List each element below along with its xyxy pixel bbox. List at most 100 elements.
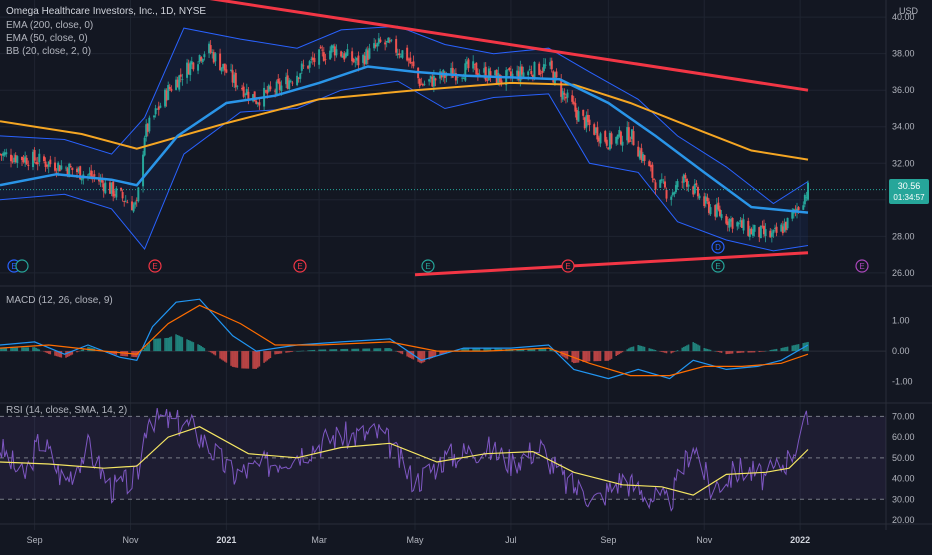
candle-up — [671, 192, 674, 196]
macd-histogram-bar — [670, 351, 673, 354]
dividend-marker[interactable]: D — [711, 240, 725, 254]
candle-down — [574, 103, 577, 112]
time-tick-label: 2022 — [790, 535, 810, 545]
macd-histogram-bar — [297, 351, 300, 352]
candle-down — [388, 40, 391, 42]
macd-histogram-bar — [484, 348, 487, 352]
earnings-marker[interactable]: E — [421, 259, 435, 273]
macd-histogram-bar — [346, 348, 349, 352]
indicator-ema50-label[interactable]: EMA (50, close, 0) — [6, 33, 88, 44]
marker-label: E — [565, 262, 570, 271]
candle-down — [255, 101, 258, 104]
upper-resistance-trendline[interactable] — [180, 0, 809, 92]
macd-label[interactable]: MACD (12, 26, close, 9) — [6, 295, 113, 306]
candle-up — [190, 61, 193, 65]
last-price-value: 30.56 — [898, 181, 921, 191]
earnings-marker[interactable]: E — [855, 259, 869, 273]
rsi-tick-label: 70.00 — [892, 411, 915, 421]
candle-down — [583, 117, 586, 129]
candle-up — [704, 196, 707, 204]
macd-histogram-bar — [445, 351, 448, 354]
macd-histogram-bar — [632, 346, 635, 352]
macd-histogram-bar — [368, 348, 371, 352]
candle-down — [319, 46, 322, 49]
macd-histogram-bar — [362, 348, 364, 352]
lower-support-trendline[interactable] — [414, 251, 809, 277]
indicator-ema200-label[interactable]: EMA (200, close, 0) — [6, 20, 93, 31]
candle-down — [157, 106, 160, 110]
candle-down — [176, 79, 179, 88]
earnings-marker[interactable]: E — [148, 259, 162, 273]
earnings-marker[interactable]: E — [711, 259, 725, 273]
candle-up — [88, 173, 91, 175]
earnings-marker[interactable]: E — [293, 259, 307, 273]
macd-histogram-bar — [198, 345, 201, 352]
macd-histogram-bar — [274, 351, 276, 355]
candle-up — [368, 48, 371, 59]
trendlines[interactable] — [180, 0, 809, 277]
macd-histogram-bar — [539, 348, 542, 352]
macd-histogram-bar — [805, 342, 808, 352]
candle-down — [652, 178, 655, 180]
price-axis[interactable]: 26.00 28.00 30.00 32.00 34.00 36.00 38.00 40.00… — [892, 12, 915, 525]
candle-up — [676, 181, 679, 188]
macd-histogram-bar — [302, 350, 305, 352]
candle-up — [236, 85, 239, 87]
candle-up — [335, 49, 338, 56]
time-tick-label: Nov — [696, 535, 713, 545]
candle-down — [762, 225, 765, 235]
candle-down — [797, 207, 800, 211]
candle-down — [539, 72, 542, 74]
macd-histogram-bar — [324, 349, 327, 352]
candle-down — [168, 86, 171, 89]
macd-histogram-bar — [255, 351, 258, 369]
candle-down — [541, 71, 544, 73]
macd-histogram-bar — [662, 351, 665, 353]
macd-histogram-bar — [782, 347, 784, 352]
candle-up — [630, 129, 633, 140]
macd-histogram-bar — [466, 348, 468, 352]
candle-up — [670, 196, 673, 200]
candle-down — [322, 52, 325, 61]
macd-histogram-bar — [154, 338, 157, 352]
candle-down — [412, 61, 415, 67]
candle-up — [478, 74, 481, 75]
macd-histogram-bar — [208, 351, 210, 352]
macd-histogram-bar — [46, 351, 48, 354]
macd-histogram-bar — [618, 351, 621, 355]
candle-up — [300, 63, 303, 71]
candle-down — [517, 71, 520, 80]
macd-histogram-bar — [717, 351, 720, 352]
time-axis[interactable]: Sep Nov 2021 Mar May Jul Sep Nov 2022 — [27, 535, 811, 545]
macd-histogram-bar — [583, 351, 586, 362]
macd-histogram-bar — [220, 351, 223, 360]
event-markers[interactable]: E E E E E D E E — [7, 240, 869, 273]
macd-histogram-bar — [686, 345, 688, 352]
candle-up — [99, 179, 102, 182]
macd-histogram-bar — [123, 351, 125, 357]
macd-histogram-bar — [82, 349, 85, 352]
macd-histogram-bar — [190, 341, 193, 352]
candle-up — [450, 67, 453, 74]
earnings-marker[interactable]: E — [561, 259, 575, 273]
candle-up — [737, 222, 740, 225]
candle-down — [607, 147, 610, 150]
indicator-bb-label[interactable]: BB (20, close, 2, 0) — [6, 46, 91, 57]
candle-up — [511, 73, 514, 78]
macd-histogram-bar — [0, 348, 3, 352]
macd-histogram-bar — [121, 351, 124, 357]
rsi-label[interactable]: RSI (14, close, SMA, 14, 2) — [6, 405, 127, 416]
macd-histogram-bar — [330, 349, 333, 352]
macd-histogram-bar — [478, 348, 481, 352]
candle-up — [522, 72, 525, 77]
macd-histogram-bar — [698, 345, 701, 352]
macd-histogram-bar — [168, 337, 171, 352]
macd-histogram-bar — [264, 351, 267, 362]
macd-histogram-bar — [22, 347, 25, 352]
candle-down — [508, 67, 511, 71]
macd-histogram-bar — [527, 348, 529, 352]
macd-histogram-bar — [730, 351, 732, 354]
macd-histogram-bar — [384, 348, 386, 352]
